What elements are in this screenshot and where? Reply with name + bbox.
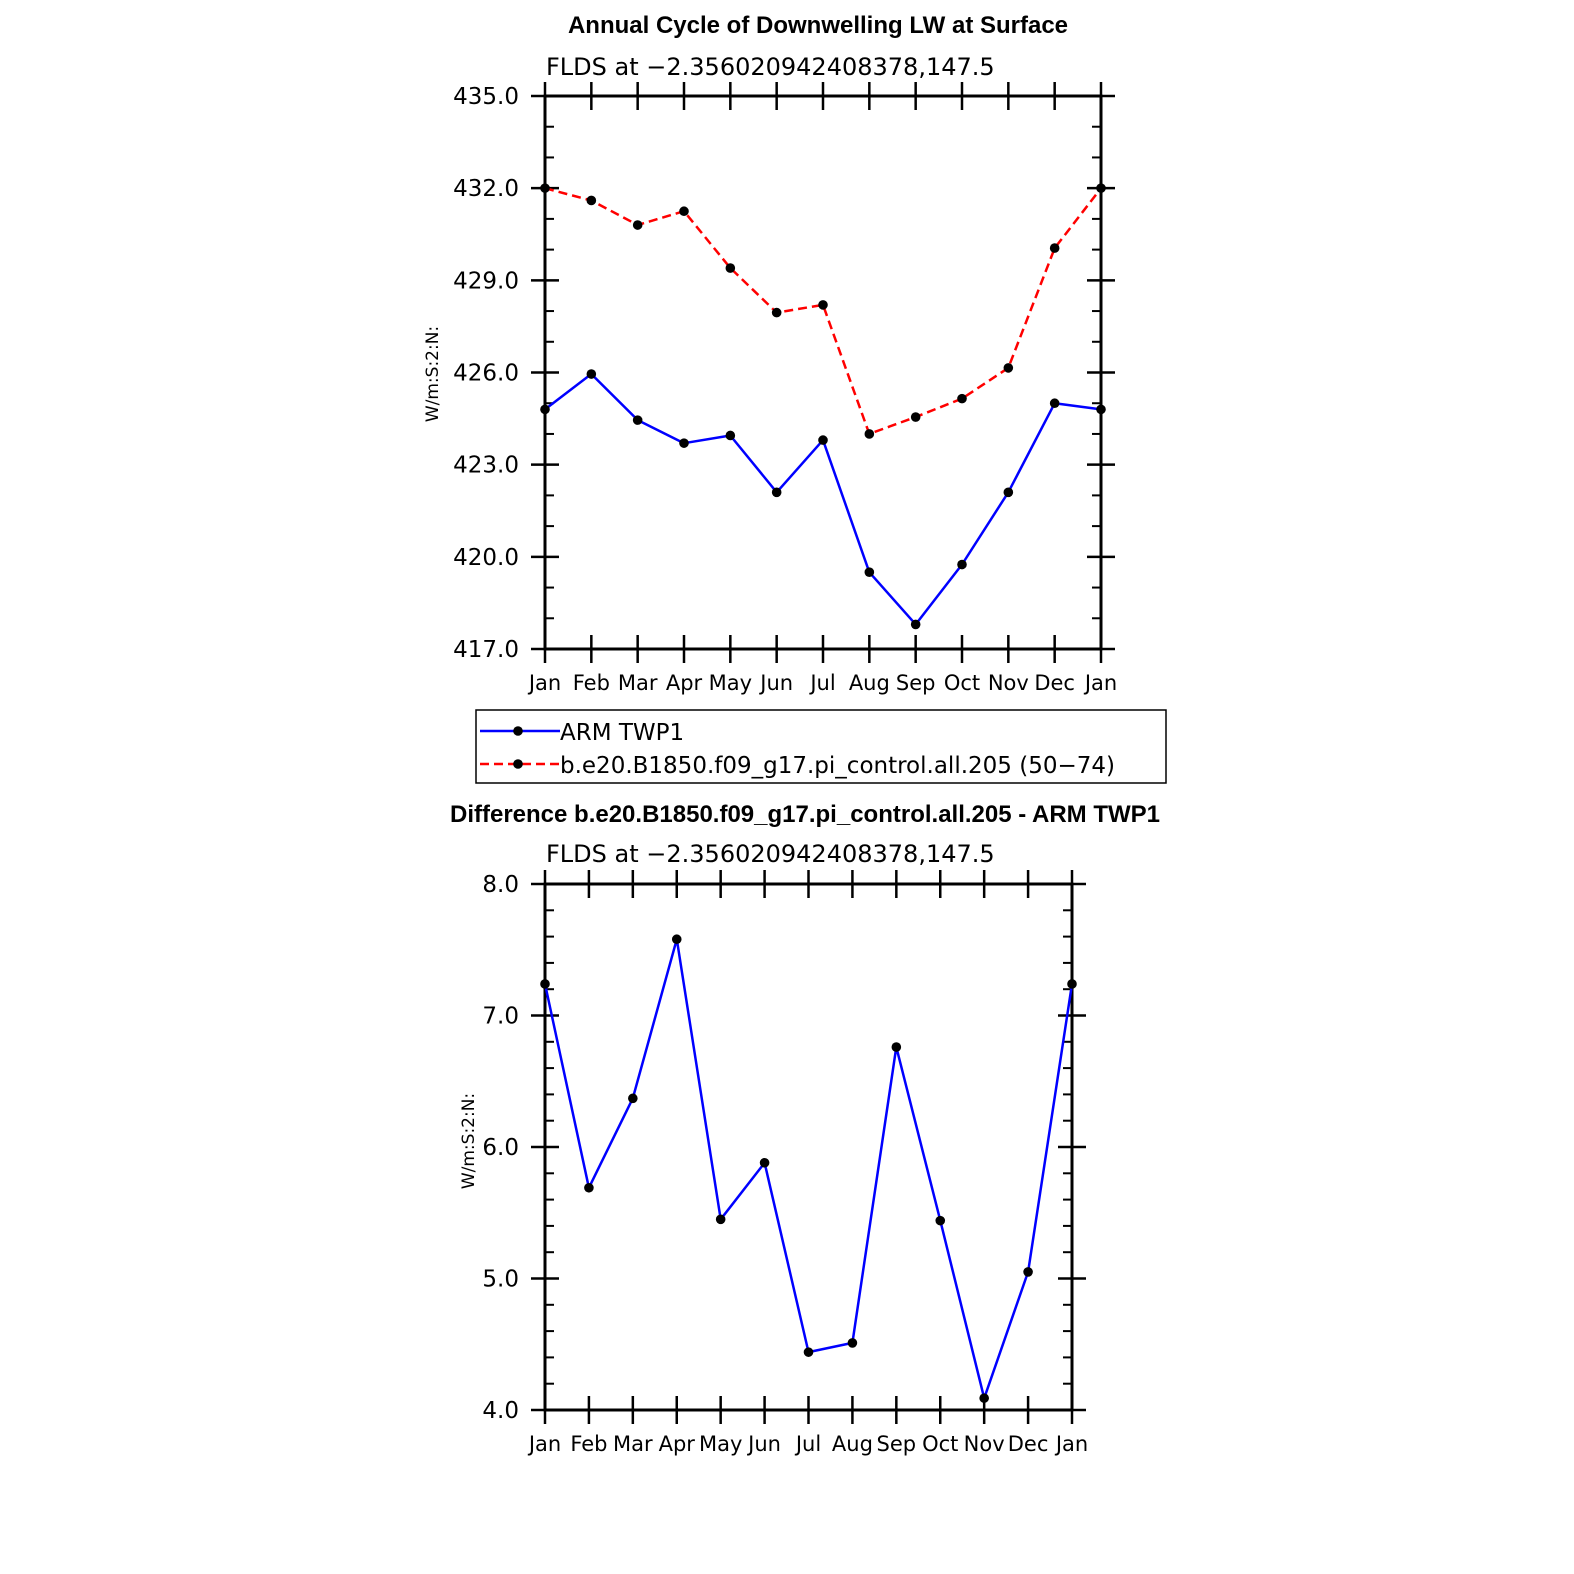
y-tick-label: 420.0 bbox=[453, 545, 519, 571]
series-line bbox=[543, 937, 1074, 1400]
x-tick-label: Dec bbox=[1008, 1432, 1049, 1456]
x-tick-label: May bbox=[709, 671, 752, 695]
data-point bbox=[771, 487, 782, 498]
chart-title: Difference b.e20.B1850.f09_g17.pi_contro… bbox=[450, 801, 1160, 828]
data-point bbox=[1096, 404, 1106, 415]
data-point bbox=[818, 435, 828, 445]
data-point bbox=[1023, 1267, 1033, 1277]
series-line bbox=[544, 186, 1102, 436]
x-tick-label: Sep bbox=[877, 1432, 917, 1456]
y-tick-label: 435.0 bbox=[453, 84, 519, 110]
data-point bbox=[1049, 243, 1060, 253]
y-tick-label: 4.0 bbox=[482, 1398, 519, 1424]
data-point bbox=[935, 1215, 946, 1226]
data-point bbox=[1003, 487, 1014, 498]
annual-cycle-chart: Annual Cycle of Downwelling LW at Surfac… bbox=[423, 12, 1117, 695]
data-point bbox=[864, 429, 875, 439]
data-point bbox=[979, 1393, 989, 1403]
x-tick-label: Jan bbox=[1083, 671, 1117, 695]
data-point bbox=[540, 183, 550, 193]
data-point bbox=[771, 307, 782, 318]
x-tick-label: Oct bbox=[922, 1432, 958, 1456]
chart-subtitle: FLDS at −2.356020942408378,147.5 bbox=[546, 840, 995, 868]
data-point bbox=[957, 559, 967, 570]
plot-frame bbox=[543, 882, 1074, 1412]
x-tick-label: Feb bbox=[570, 1432, 607, 1456]
x-tick-label: Jan bbox=[527, 1432, 561, 1456]
y-tick-label: 429.0 bbox=[453, 268, 519, 294]
x-tick-label: Sep bbox=[896, 671, 936, 695]
data-point bbox=[540, 979, 550, 989]
data-point bbox=[803, 1347, 814, 1357]
data-point bbox=[679, 438, 689, 448]
x-tick-label: Apr bbox=[659, 1432, 696, 1456]
y-tick-label: 432.0 bbox=[453, 176, 519, 202]
data-point bbox=[910, 412, 921, 422]
x-tick-label: Mar bbox=[613, 1432, 653, 1456]
legend: ARM TWP1 b.e20.B1850.f09_g17.pi_control.… bbox=[475, 709, 1167, 784]
y-tick-label: 7.0 bbox=[482, 1004, 519, 1030]
legend-label-arm-twp1: ARM TWP1 bbox=[560, 720, 684, 746]
data-point bbox=[957, 393, 967, 404]
x-tick-label: Aug bbox=[832, 1432, 873, 1456]
chart-subtitle: FLDS at −2.356020942408378,147.5 bbox=[546, 53, 995, 81]
chart-title: Annual Cycle of Downwelling LW at Surfac… bbox=[568, 12, 1068, 39]
data-point bbox=[1067, 979, 1077, 989]
data-point bbox=[628, 1093, 638, 1104]
x-tick-label: Aug bbox=[849, 671, 890, 695]
data-point bbox=[891, 1042, 902, 1052]
x-tick-label: Dec bbox=[1034, 671, 1075, 695]
data-point bbox=[586, 195, 597, 206]
x-tick-label: Nov bbox=[964, 1432, 1005, 1456]
legend-marker-arm-twp1 bbox=[513, 726, 523, 736]
x-tick-label: Feb bbox=[573, 671, 610, 695]
y-tick-label: 8.0 bbox=[482, 872, 519, 898]
x-tick-label: May bbox=[699, 1432, 742, 1456]
data-point bbox=[679, 206, 689, 217]
y-tick-label: 423.0 bbox=[453, 453, 519, 479]
data-point bbox=[1096, 183, 1106, 193]
data-point bbox=[1049, 398, 1060, 409]
y-tick-label: 417.0 bbox=[453, 637, 519, 663]
y-tick-label: 6.0 bbox=[482, 1135, 519, 1161]
x-tick-label: Nov bbox=[988, 671, 1029, 695]
data-point bbox=[759, 1157, 770, 1168]
legend-box bbox=[475, 709, 1167, 784]
series-line bbox=[544, 372, 1102, 626]
x-tick-label: Jan bbox=[1054, 1432, 1088, 1456]
y-tick-label: 426.0 bbox=[453, 361, 519, 387]
data-point bbox=[1003, 363, 1014, 373]
data-point bbox=[864, 567, 875, 577]
data-point bbox=[671, 934, 682, 945]
y-axis-label: W/m:S:2:N: bbox=[459, 1093, 479, 1189]
data-point bbox=[632, 220, 643, 230]
legend-marker-model bbox=[513, 759, 523, 769]
data-point bbox=[584, 1182, 594, 1193]
data-point bbox=[586, 369, 597, 379]
data-point bbox=[715, 1214, 726, 1225]
y-axis-label: W/m:S:2:N: bbox=[423, 326, 443, 422]
difference-chart: Difference b.e20.B1850.f09_g17.pi_contro… bbox=[450, 801, 1160, 1456]
plot-area: 417.0 420.0 423.0 426.0 429.0 432.0 435.0 Jan Fe… bbox=[453, 82, 1117, 695]
data-point bbox=[632, 415, 643, 425]
data-point bbox=[540, 404, 550, 415]
x-tick-label: Mar bbox=[618, 671, 658, 695]
data-point bbox=[847, 1338, 858, 1348]
x-tick-label: Jul bbox=[794, 1432, 821, 1456]
data-point bbox=[725, 263, 736, 273]
plot-area: 4.0 5.0 6.0 7.0 8.0 Jan Feb Mar Apr May Jun Jul Aug S… bbox=[482, 870, 1088, 1456]
data-point bbox=[818, 300, 828, 310]
data-point bbox=[725, 430, 736, 441]
x-tick-label: Apr bbox=[666, 671, 703, 695]
x-tick-label: Jun bbox=[746, 1432, 781, 1456]
x-tick-label: Jul bbox=[808, 671, 835, 695]
x-tick-label: Oct bbox=[944, 671, 980, 695]
data-point bbox=[910, 619, 921, 630]
y-tick-label: 5.0 bbox=[482, 1267, 519, 1293]
legend-label-model: b.e20.B1850.f09_g17.pi_control.all.205 (… bbox=[560, 753, 1115, 779]
x-tick-label: Jan bbox=[527, 671, 561, 695]
x-tick-label: Jun bbox=[758, 671, 793, 695]
plot-frame bbox=[543, 94, 1103, 651]
